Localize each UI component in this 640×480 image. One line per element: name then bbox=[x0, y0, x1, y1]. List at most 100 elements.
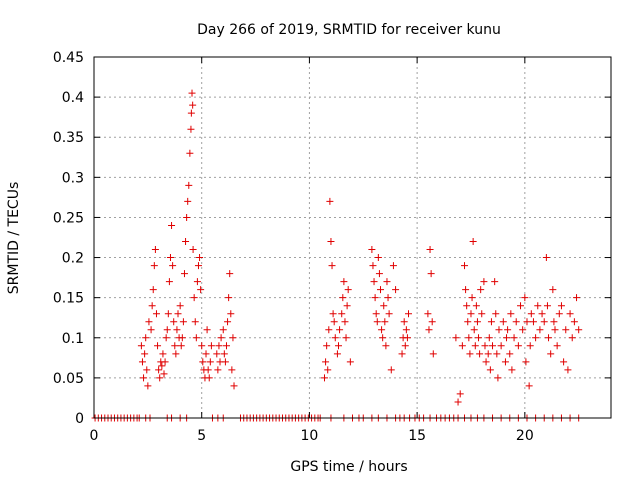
data-point bbox=[323, 342, 331, 350]
data-point bbox=[429, 350, 437, 358]
data-point bbox=[526, 342, 534, 350]
data-point bbox=[477, 286, 485, 294]
data-point bbox=[383, 278, 391, 286]
data-point bbox=[480, 278, 488, 286]
data-point bbox=[197, 286, 205, 294]
data-point bbox=[189, 246, 197, 254]
data-point bbox=[507, 310, 515, 318]
data-point bbox=[508, 366, 516, 374]
data-point bbox=[458, 342, 466, 350]
y-tick-label: 0.2 bbox=[62, 251, 84, 267]
data-point bbox=[328, 262, 336, 270]
data-point bbox=[463, 302, 471, 310]
data-point bbox=[573, 294, 581, 302]
y-tick-label: 0.45 bbox=[53, 50, 84, 66]
data-point bbox=[519, 326, 527, 334]
data-point bbox=[403, 334, 411, 342]
y-tick-label: 0.35 bbox=[53, 130, 84, 146]
data-point bbox=[341, 318, 349, 326]
data-point bbox=[326, 197, 334, 205]
data-point bbox=[538, 310, 546, 318]
data-point bbox=[506, 350, 514, 358]
data-point bbox=[170, 318, 178, 326]
data-point bbox=[525, 382, 533, 390]
data-point bbox=[495, 326, 503, 334]
data-point bbox=[501, 358, 509, 366]
data-point bbox=[568, 334, 576, 342]
plot-frame bbox=[93, 56, 612, 419]
data-point bbox=[162, 334, 170, 342]
data-point bbox=[141, 350, 149, 358]
data-point bbox=[473, 318, 481, 326]
data-point bbox=[452, 334, 460, 342]
data-point bbox=[372, 310, 380, 318]
data-point bbox=[188, 89, 196, 97]
data-point bbox=[428, 318, 436, 326]
data-point bbox=[370, 278, 378, 286]
data-point bbox=[140, 374, 148, 382]
data-point bbox=[148, 302, 156, 310]
data-point bbox=[224, 318, 232, 326]
x-tick-label: 15 bbox=[408, 428, 426, 444]
y-tick-label: 0.15 bbox=[53, 291, 84, 307]
data-point bbox=[534, 302, 542, 310]
data-point bbox=[221, 358, 229, 366]
data-point bbox=[426, 246, 434, 254]
data-point bbox=[371, 294, 379, 302]
data-point bbox=[545, 334, 553, 342]
data-point bbox=[484, 350, 492, 358]
data-point bbox=[147, 326, 155, 334]
data-point bbox=[198, 342, 206, 350]
data-point bbox=[427, 270, 435, 278]
data-point bbox=[384, 294, 392, 302]
data-point bbox=[339, 294, 347, 302]
data-point bbox=[207, 342, 215, 350]
data-point bbox=[472, 302, 480, 310]
data-point bbox=[183, 213, 191, 221]
data-point bbox=[176, 302, 184, 310]
data-point bbox=[471, 342, 479, 350]
data-point bbox=[375, 270, 383, 278]
data-point bbox=[478, 310, 486, 318]
data-point bbox=[156, 374, 164, 382]
data-point bbox=[324, 366, 332, 374]
data-point bbox=[381, 318, 389, 326]
data-point bbox=[379, 334, 387, 342]
data-point bbox=[214, 366, 222, 374]
data-point bbox=[155, 366, 163, 374]
data-point bbox=[575, 326, 583, 334]
data-point bbox=[227, 310, 235, 318]
y-tick-label: 0 bbox=[75, 411, 84, 427]
data-point bbox=[166, 254, 174, 262]
data-point bbox=[510, 334, 518, 342]
data-point bbox=[377, 286, 385, 294]
data-point bbox=[150, 262, 158, 270]
data-point bbox=[491, 278, 499, 286]
data-point bbox=[497, 342, 505, 350]
data-point bbox=[549, 286, 557, 294]
data-point bbox=[536, 326, 544, 334]
data-point bbox=[476, 350, 484, 358]
data-point bbox=[330, 318, 338, 326]
data-point bbox=[187, 125, 195, 133]
data-point bbox=[137, 342, 145, 350]
data-point bbox=[206, 358, 214, 366]
data-point bbox=[327, 238, 335, 246]
data-point bbox=[185, 181, 193, 189]
data-point bbox=[165, 278, 173, 286]
data-point bbox=[222, 342, 230, 350]
y-tick-label: 0.25 bbox=[53, 210, 84, 226]
data-point bbox=[164, 310, 172, 318]
data-point bbox=[325, 326, 333, 334]
data-point bbox=[336, 326, 344, 334]
data-point bbox=[468, 294, 476, 302]
data-point bbox=[532, 334, 540, 342]
data-point bbox=[226, 270, 234, 278]
data-point bbox=[470, 326, 478, 334]
data-point bbox=[469, 238, 477, 246]
data-point bbox=[398, 350, 406, 358]
data-point bbox=[154, 342, 162, 350]
data-point bbox=[382, 342, 390, 350]
data-point bbox=[228, 366, 236, 374]
